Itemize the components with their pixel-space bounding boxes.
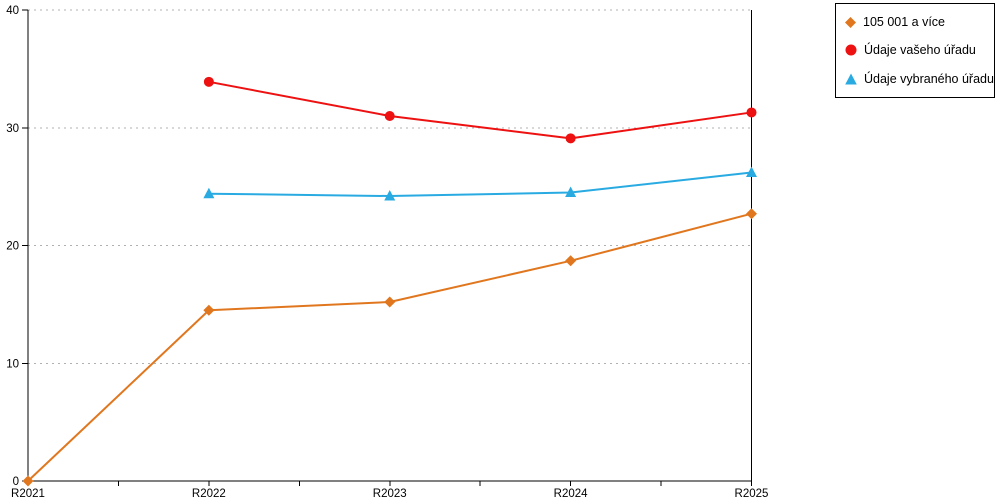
data-point-diamond: [203, 304, 215, 316]
data-point-circle: [384, 110, 395, 121]
legend-item-105-001-a-vice: 105 001 a více: [845, 15, 988, 29]
series-line-1: [208, 80, 752, 140]
data-point-triangle: [565, 186, 577, 198]
data-point-triangle: [203, 187, 215, 199]
legend: 105 001 a více Údaje vašeho úřadu Údaje …: [835, 3, 995, 98]
data-point-circle: [746, 107, 757, 118]
legend-label: 105 001 a více: [863, 15, 946, 30]
x-tick-label: R2022: [192, 488, 226, 500]
legend-label: Údaje vašeho úřadu: [864, 43, 976, 58]
y-tick-label: 10: [6, 358, 19, 370]
x-tick-label: R2025: [735, 488, 769, 500]
y-tick-label: 0: [13, 476, 19, 488]
data-point-triangle: [746, 166, 757, 177]
x-tick-label: R2023: [373, 488, 407, 500]
y-tick-label: 40: [6, 5, 19, 17]
legend-item-udaje-vaseho-uradu: Údaje vašeho úřadu: [845, 43, 988, 57]
x-tick-label: R2021: [11, 488, 45, 500]
data-point-circle: [565, 133, 576, 144]
triangle-icon: [845, 73, 857, 85]
data-point-diamond: [22, 475, 34, 487]
series-line-2: [208, 171, 752, 198]
x-tick-label: R2024: [554, 488, 588, 500]
diamond-icon: [845, 16, 856, 28]
legend-label: Údaje vybraného úřadu: [864, 71, 994, 86]
y-tick-label: 20: [6, 241, 19, 253]
y-tick-label: 30: [6, 123, 19, 135]
data-point-diamond: [384, 296, 396, 308]
data-point-circle: [203, 76, 214, 87]
data-point-triangle: [384, 190, 396, 201]
data-point-diamond: [565, 255, 577, 267]
data-point-diamond: [746, 208, 757, 220]
circle-icon: [845, 44, 857, 56]
series-line-0: [27, 212, 752, 482]
legend-item-udaje-vybraneho-uradu: Údaje vybraného úřadu: [845, 72, 994, 86]
